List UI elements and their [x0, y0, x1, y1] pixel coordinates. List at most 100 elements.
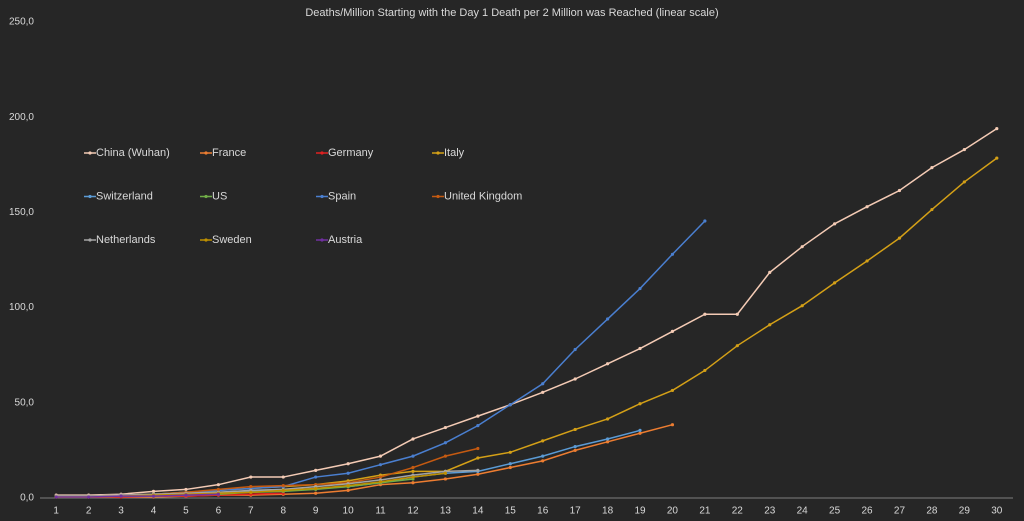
series-line: [56, 469, 478, 497]
x-tick-label: 17: [570, 506, 582, 517]
data-point: [249, 475, 253, 479]
legend-marker: [320, 238, 324, 242]
data-point: [87, 495, 91, 499]
legend-label: Austria: [328, 234, 363, 246]
data-point: [476, 446, 480, 451]
series-line: [56, 423, 673, 498]
data-point: [411, 481, 415, 485]
data-point: [833, 281, 837, 285]
data-point: [833, 222, 837, 226]
data-point: [346, 484, 350, 488]
data-point: [541, 439, 545, 443]
legend-label: Italy: [444, 147, 465, 159]
data-point: [411, 469, 415, 473]
data-point: [249, 490, 253, 494]
data-point: [800, 304, 804, 308]
data-point: [476, 472, 480, 476]
data-point: [314, 468, 318, 472]
data-point: [314, 491, 318, 495]
legend-marker: [320, 151, 324, 155]
data-point: [573, 427, 577, 432]
data-point: [541, 390, 545, 394]
legend-marker: [204, 194, 208, 199]
data-point: [605, 317, 610, 321]
data-point: [703, 219, 707, 223]
data-point: [476, 414, 480, 418]
x-tick-label: 8: [280, 506, 286, 517]
data-point: [573, 448, 577, 452]
data-point: [184, 487, 188, 492]
data-point: [281, 475, 285, 479]
data-point: [605, 440, 610, 444]
data-point: [962, 180, 966, 184]
data-point: [443, 471, 448, 475]
data-point: [378, 475, 383, 479]
x-tick-label: 24: [797, 506, 809, 517]
legend-marker: [88, 194, 92, 199]
data-point: [541, 454, 545, 458]
x-tick-label: 14: [472, 506, 484, 517]
x-tick-label: 9: [313, 506, 319, 517]
data-point: [476, 468, 480, 472]
data-point: [346, 488, 350, 492]
data-point: [865, 259, 869, 263]
data-point: [638, 402, 642, 406]
data-point: [573, 347, 577, 352]
data-point: [508, 462, 512, 466]
y-tick-label: 0,0: [20, 493, 34, 504]
data-point: [573, 377, 577, 381]
legend-marker: [436, 151, 440, 155]
legend-label: France: [212, 147, 246, 159]
data-point: [443, 477, 448, 481]
data-point: [605, 362, 610, 366]
data-point: [735, 312, 739, 316]
x-tick-label: 4: [151, 506, 157, 517]
data-point: [443, 454, 448, 458]
data-point: [735, 344, 739, 348]
x-tick-label: 27: [894, 506, 906, 517]
data-point: [281, 488, 285, 492]
data-point: [378, 463, 383, 467]
data-point: [249, 484, 253, 489]
data-point: [378, 480, 383, 484]
x-tick-label: 5: [183, 506, 189, 517]
data-point: [995, 127, 999, 131]
legend-marker: [204, 151, 208, 155]
y-tick-label: 100,0: [9, 302, 34, 313]
data-point: [703, 368, 707, 373]
x-tick-label: 19: [634, 506, 646, 517]
legend-marker: [436, 194, 440, 199]
y-tick-label: 250,0: [9, 17, 34, 28]
data-point: [411, 465, 415, 470]
legend-label: Sweden: [212, 234, 252, 246]
x-tick-label: 18: [602, 506, 614, 517]
data-point: [443, 441, 448, 445]
data-point: [476, 456, 480, 460]
data-point: [119, 494, 123, 498]
x-tick-label: 23: [764, 506, 776, 517]
data-point: [216, 487, 220, 492]
data-point: [670, 252, 675, 256]
data-point: [216, 492, 220, 496]
x-tick-label: 6: [216, 506, 222, 517]
data-point: [378, 454, 383, 458]
series-line: [56, 127, 998, 496]
data-point: [573, 444, 577, 449]
x-tick-label: 29: [959, 506, 971, 517]
data-point: [54, 495, 58, 499]
x-tick-label: 10: [343, 506, 355, 517]
legend-marker: [320, 194, 324, 199]
data-point: [508, 403, 512, 407]
x-tick-label: 22: [732, 506, 744, 517]
legend-label: Spain: [328, 190, 356, 202]
y-tick-label: 50,0: [15, 397, 35, 408]
x-tick-label: 7: [248, 506, 254, 517]
data-point: [670, 423, 675, 427]
data-point: [605, 417, 610, 421]
y-tick-label: 200,0: [9, 112, 34, 123]
data-point: [638, 431, 642, 435]
data-point: [281, 484, 285, 488]
x-tick-label: 1: [53, 506, 59, 517]
